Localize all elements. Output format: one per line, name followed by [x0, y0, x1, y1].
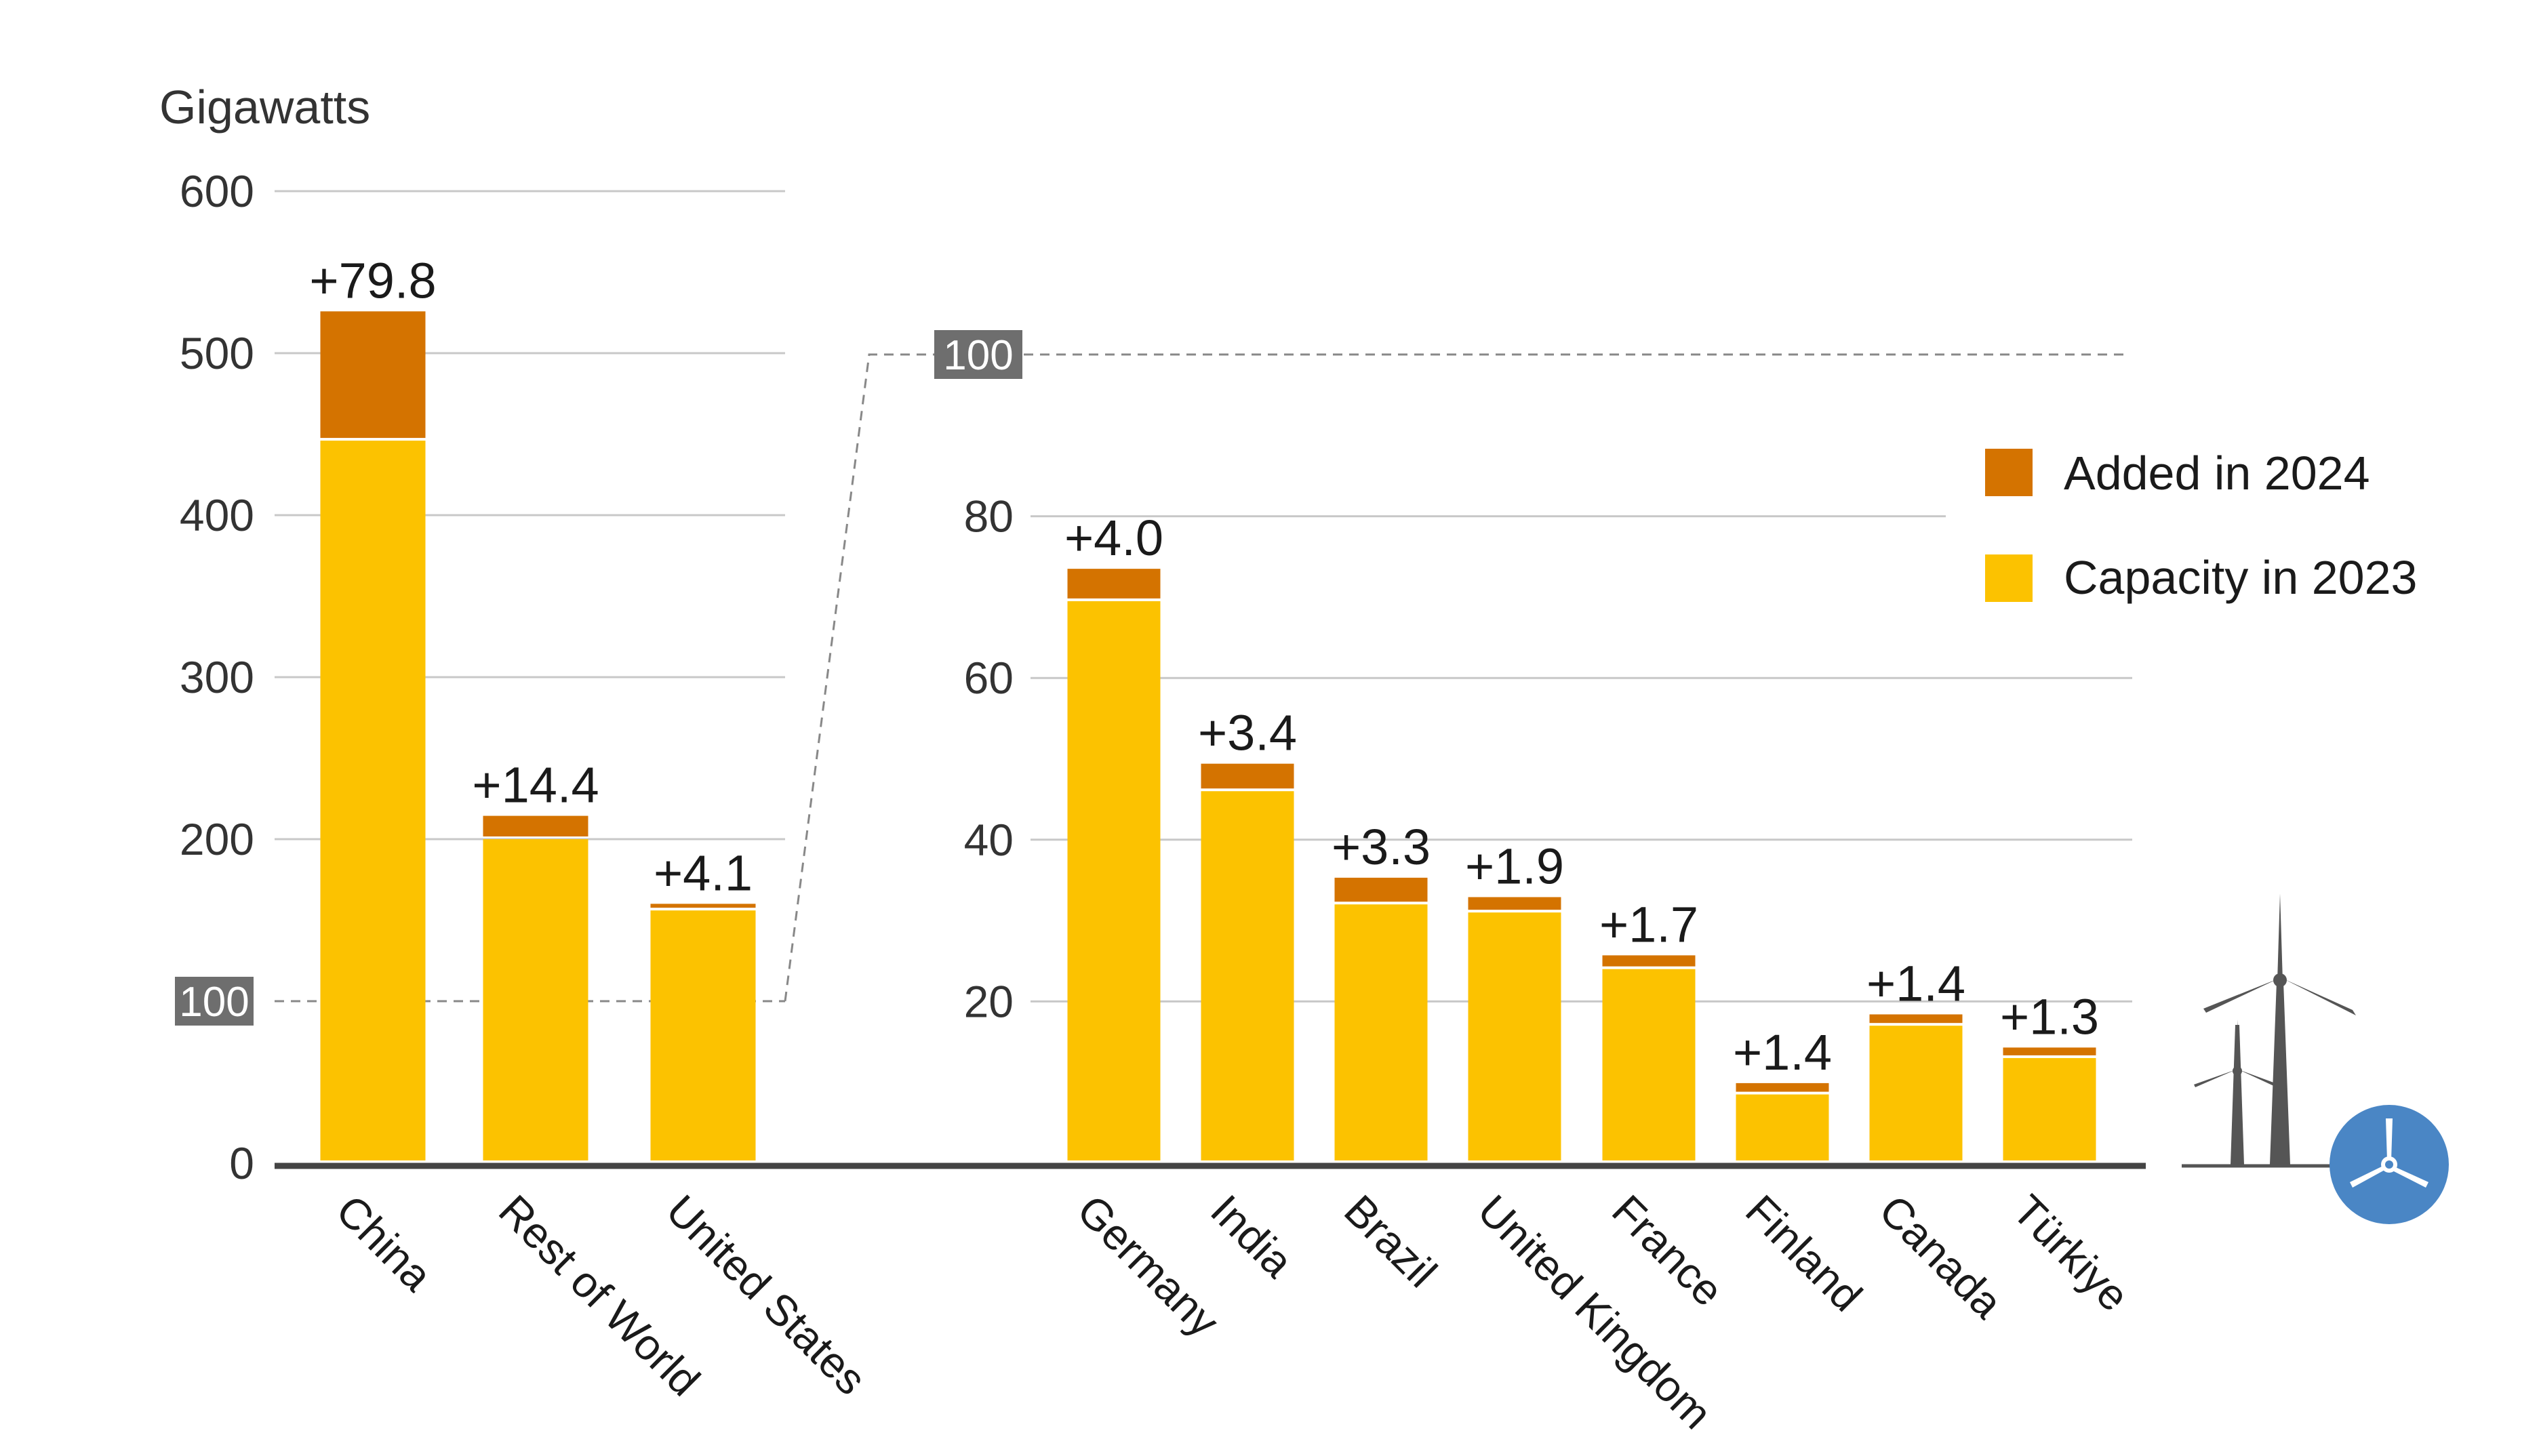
tick-label-20: 20 [964, 976, 1014, 1026]
bar-capacity-2023 [1736, 1094, 1829, 1160]
tick-box-100 [934, 330, 1022, 379]
category-label: Brazil [1335, 1186, 1446, 1297]
bar-capacity-2023 [1067, 601, 1161, 1160]
legend-swatch-added [1985, 449, 2033, 496]
data-label: +4.0 [1064, 510, 1163, 566]
wind-turbine-icon [2182, 893, 2356, 1168]
bar-added-2024 [1602, 955, 1696, 967]
bar-added-2024 [1067, 569, 1161, 599]
bar-added-2024 [1468, 897, 1561, 910]
y-tick-labels: 0 100 200 300 400 500 600 20 40 60 80 100 [175, 166, 1022, 1188]
category-label: Finland [1736, 1186, 1871, 1320]
scale-connector-line [784, 353, 934, 1002]
bar-added-2024 [483, 815, 588, 836]
tick-label-0: 0 [229, 1138, 254, 1188]
bar-added-2024 [2003, 1047, 2096, 1055]
data-label: +3.3 [1332, 819, 1431, 875]
tick-label-100: 100 [179, 979, 249, 1026]
tick-label-400: 400 [180, 490, 254, 540]
legend-swatch-capacity [1985, 554, 2033, 602]
tick-label-600: 600 [180, 166, 254, 216]
category-label: India [1201, 1186, 1302, 1287]
bar-capacity-2023 [1602, 969, 1696, 1160]
bar-capacity-2023 [650, 910, 756, 1160]
bar-added-2024 [1201, 763, 1294, 789]
data-label: +14.4 [472, 757, 599, 813]
tick-label-200: 200 [180, 814, 254, 864]
category-label: Canada [1870, 1186, 2012, 1328]
bar-capacity-2023 [483, 839, 588, 1160]
data-label: +3.4 [1198, 705, 1297, 761]
bar-capacity-2023 [2003, 1057, 2096, 1160]
data-label: +79.8 [309, 252, 436, 308]
tick-box-100 [175, 977, 254, 1026]
tick-label-80: 80 [964, 491, 1014, 542]
bar-capacity-2023 [320, 441, 426, 1160]
data-label: +1.7 [1599, 896, 1698, 952]
bar-added-2024 [1869, 1014, 1963, 1024]
legend-label-capacity: Capacity in 2023 [2064, 551, 2417, 604]
bar-added-2024 [1334, 877, 1428, 902]
category-label: France [1603, 1186, 1733, 1316]
y-axis-label: Gigawatts [159, 81, 370, 134]
data-labels: +79.8 +14.4 +4.1 +4.0 +3.4 +3.3 +1.9 +1.7 +1.4 +1… [309, 252, 2099, 1080]
turbine-badge-icon [2330, 1105, 2449, 1224]
legend: Added in 2024 Capacity in 2023 [1985, 447, 2417, 604]
bar-capacity-2023 [1869, 1026, 1963, 1160]
bar-added-2024 [1736, 1083, 1829, 1092]
right-gridlines [1024, 353, 2132, 1003]
category-label: China [327, 1186, 441, 1300]
data-label: +1.4 [1866, 955, 1965, 1011]
data-label: +1.9 [1465, 838, 1564, 895]
tick-label-100: 100 [943, 332, 1013, 379]
category-label: Türkiye [2003, 1186, 2138, 1320]
legend-label-added: Added in 2024 [2064, 447, 2370, 500]
scale-connector [784, 353, 934, 1002]
tick-label-500: 500 [180, 328, 254, 378]
category-label: United Kingdom [1468, 1186, 1721, 1438]
bar-added-2024 [320, 311, 426, 439]
bars [320, 311, 2096, 1160]
bar-capacity-2023 [1201, 791, 1294, 1160]
data-label: +4.1 [654, 845, 753, 901]
tick-label-40: 40 [964, 815, 1014, 865]
tick-label-60: 60 [964, 653, 1014, 703]
category-label: Germany [1068, 1186, 1228, 1346]
bar-capacity-2023 [1468, 912, 1561, 1160]
data-label: +1.3 [2000, 988, 2099, 1045]
bar-added-2024 [650, 904, 756, 908]
bar-capacity-2023 [1334, 904, 1428, 1160]
tick-label-300: 300 [180, 652, 254, 702]
data-label: +1.4 [1733, 1024, 1832, 1080]
